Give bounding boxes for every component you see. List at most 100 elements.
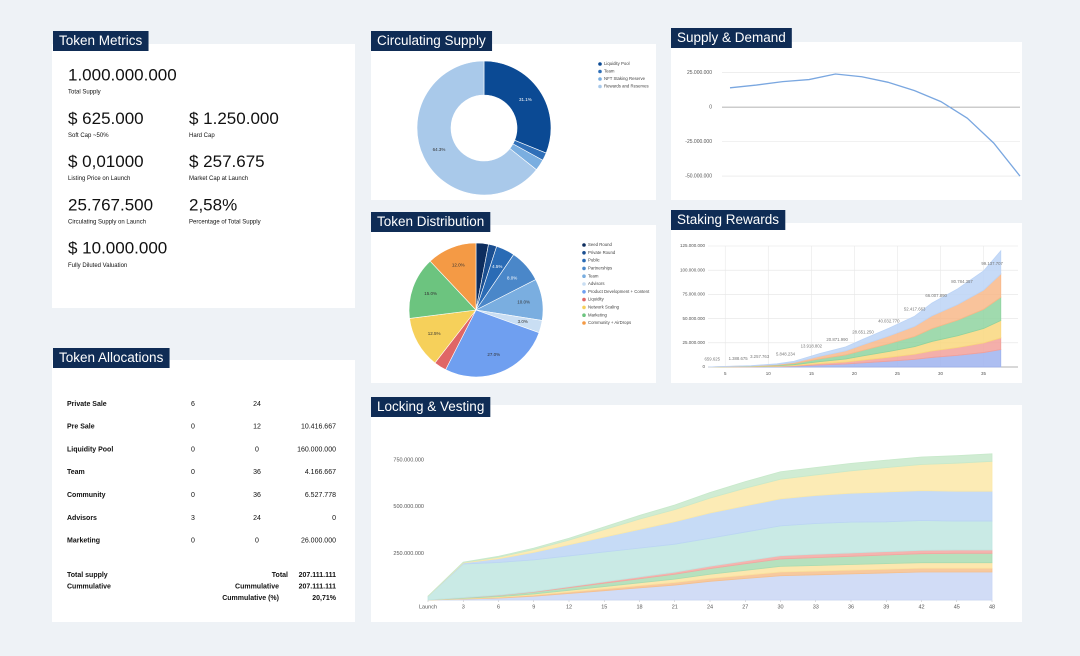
metric-label: Hard Cap	[189, 133, 215, 139]
cell: 3	[191, 515, 195, 522]
y-tick-label: 25.000.000	[687, 70, 712, 76]
cell: 0	[191, 469, 195, 476]
legend-swatch	[598, 62, 602, 66]
legend-label: Rewards and Reserves	[604, 84, 649, 89]
summary-name: Total	[272, 572, 288, 579]
row-name: Marketing	[67, 538, 100, 545]
cell: 24	[253, 515, 261, 522]
legend-swatch	[582, 282, 586, 286]
x-tick-label: 39	[883, 604, 889, 610]
legend-label: NFT Staking Reserve	[604, 76, 646, 81]
summary-name: Cummulative	[235, 583, 279, 590]
cell: 26.000.000	[301, 538, 336, 545]
y-tick-label: 0	[709, 104, 712, 110]
cell: 0	[191, 424, 195, 431]
panel	[671, 42, 1022, 200]
panel-title: Supply & Demand	[677, 30, 786, 45]
y-tick-label: 50.000.000	[682, 316, 705, 321]
legend-swatch	[582, 274, 586, 279]
metric-value: 2,58%	[189, 195, 237, 214]
legend-label: Network Scaling	[588, 305, 620, 310]
legend-swatch	[582, 251, 586, 255]
legend-label: Liquidity Pool	[604, 61, 630, 66]
panel-title: Circulating Supply	[377, 33, 486, 48]
x-tick-label: 12	[566, 604, 572, 610]
panel-title: Token Metrics	[59, 33, 143, 48]
legend-swatch	[582, 321, 586, 325]
y-tick-label: 25.000.000	[682, 340, 705, 345]
x-tick-label: 18	[636, 604, 642, 610]
legend-label: Advisors	[588, 281, 604, 286]
legend-swatch	[582, 258, 586, 263]
cell: 36	[253, 492, 261, 499]
x-tick-label: 35	[981, 371, 987, 376]
line	[729, 73, 1021, 177]
metric-value: 1.000.000.000	[68, 65, 177, 84]
panel-title: Token Distribution	[377, 214, 484, 229]
row-name: Private Sale	[67, 401, 107, 408]
summary-label: Cummulative	[67, 583, 111, 590]
x-tick-label: 15	[809, 371, 815, 376]
legend-label: Team	[604, 69, 615, 74]
summary-name: Cummulative (%)	[222, 595, 279, 602]
legend-swatch	[582, 243, 586, 247]
metric-value: $ 625.000	[68, 109, 144, 128]
metric-value: 25.767.500	[68, 195, 153, 214]
y-tick-label: 500.000.000	[393, 504, 424, 510]
legend-swatch	[582, 305, 586, 310]
point-label: 1.388.675	[729, 356, 749, 361]
title-tag	[671, 210, 786, 230]
x-tick-label: 3	[462, 604, 465, 610]
slice	[483, 60, 552, 154]
title-tag	[671, 28, 792, 48]
summary-value: 20,71%	[312, 595, 337, 602]
x-tick-label: 48	[989, 604, 995, 610]
point-label: 40.032.770	[878, 318, 900, 323]
legend-swatch	[582, 297, 586, 302]
metric-label: Market Cap at Launch	[189, 176, 248, 182]
point-label: 3.257.763	[750, 354, 770, 359]
legend-label: Marketing	[588, 312, 607, 317]
point-label: 66.007.890	[925, 293, 947, 298]
legend-label: Product Development + Content	[588, 289, 650, 294]
x-tick-label: 45	[954, 604, 960, 610]
y-tick-label: 75.000.000	[682, 292, 705, 297]
title-tag	[371, 31, 493, 51]
value-label: 64.3%	[433, 147, 446, 152]
value-label: 3.0%	[518, 319, 528, 324]
cell: 0	[191, 492, 195, 499]
point-label: 28.651.250	[852, 329, 874, 334]
metric-value: $ 0,01000	[68, 152, 144, 171]
cell: 0	[191, 446, 195, 453]
legend-label: Public	[588, 258, 601, 263]
legend-swatch	[582, 313, 586, 318]
summary-value: 207.111.111	[299, 583, 336, 590]
x-tick-label: 42	[918, 604, 924, 610]
title-tag	[53, 348, 170, 368]
metric-label: Total Supply	[68, 90, 101, 96]
row-name: Team	[67, 469, 85, 476]
metric-label: Fully Diluted Valuation	[68, 263, 127, 269]
cell: 24	[253, 401, 261, 408]
y-tick-label: -50.000.000	[685, 173, 712, 179]
slice	[416, 60, 537, 196]
cell: 0	[332, 515, 336, 522]
y-tick-label: 750.000.000	[393, 457, 424, 463]
area	[427, 453, 993, 597]
value-label: 31.1%	[519, 97, 532, 102]
value-label: 8.0%	[507, 275, 517, 280]
cell: 0	[191, 538, 195, 545]
x-tick-label: 36	[848, 604, 854, 610]
panel-title: Staking Rewards	[677, 212, 779, 227]
value-label: 27.0%	[487, 352, 500, 357]
cell: 160.000.000	[297, 446, 336, 453]
y-tick-label: 125.000.000	[680, 243, 706, 248]
legend-swatch	[582, 290, 586, 294]
slice	[408, 260, 477, 319]
x-tick-label: 21	[672, 604, 678, 610]
legend-label: Partnerships	[588, 266, 612, 271]
panel	[52, 44, 355, 308]
x-tick-label: 24	[707, 604, 713, 610]
title-tag	[371, 397, 491, 417]
